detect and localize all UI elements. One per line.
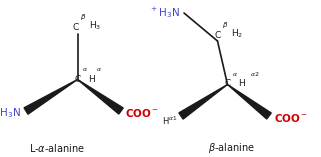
Polygon shape: [24, 79, 77, 114]
Polygon shape: [179, 84, 228, 119]
Text: $^+$H$_3$N: $^+$H$_3$N: [149, 5, 180, 20]
Text: L-$\it{\alpha}$-alanine: L-$\it{\alpha}$-alanine: [30, 142, 86, 154]
Text: H$_3$: H$_3$: [89, 20, 101, 32]
Text: COO$^-$: COO$^-$: [273, 112, 308, 124]
Text: C: C: [75, 75, 81, 84]
Polygon shape: [77, 79, 123, 114]
Text: $\mathit{\alpha}$: $\mathit{\alpha}$: [97, 66, 102, 73]
Text: C: C: [225, 79, 231, 89]
Text: C: C: [215, 30, 221, 40]
Text: H: H: [88, 75, 95, 84]
Text: $^+$H$_3$N: $^+$H$_3$N: [0, 106, 21, 120]
Text: $\mathit{\alpha}$: $\mathit{\alpha}$: [232, 71, 238, 78]
Text: H: H: [238, 79, 245, 89]
Text: C: C: [72, 24, 79, 32]
Text: H$^{\mathit{\alpha}1}$: H$^{\mathit{\alpha}1}$: [162, 115, 177, 127]
Text: $\mathit{\beta}$: $\mathit{\beta}$: [80, 13, 86, 22]
Text: $\mathit{\alpha}$2: $\mathit{\alpha}$2: [250, 70, 259, 78]
Text: COO$^-$: COO$^-$: [126, 107, 160, 119]
Polygon shape: [228, 84, 271, 119]
Text: $\it{\beta}$-alanine: $\it{\beta}$-alanine: [207, 141, 255, 155]
Text: $\mathit{\alpha}$: $\mathit{\alpha}$: [82, 66, 88, 73]
Text: H$_2$: H$_2$: [231, 27, 243, 40]
Text: $\mathit{\beta}$: $\mathit{\beta}$: [222, 19, 228, 30]
